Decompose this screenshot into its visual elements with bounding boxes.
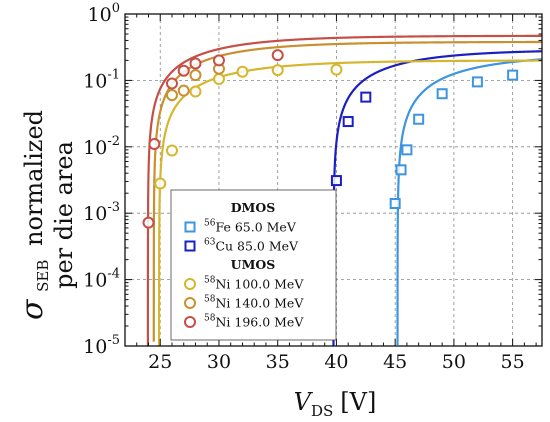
data-point xyxy=(154,177,167,190)
y-tick-label: 100 xyxy=(88,1,120,26)
data-point xyxy=(401,144,413,156)
plot-frame xyxy=(124,13,543,347)
data-point xyxy=(148,138,161,151)
x-tick-label: 30 xyxy=(207,351,231,373)
data-point xyxy=(330,175,342,187)
data-point xyxy=(189,57,202,70)
data-point xyxy=(165,89,178,102)
data-point xyxy=(389,197,401,209)
y-axis-symbol: σ xyxy=(15,298,50,320)
data-point xyxy=(236,65,249,78)
fit-curves xyxy=(146,34,543,346)
data-point xyxy=(395,164,407,176)
axis-ticks xyxy=(124,13,542,347)
data-point xyxy=(177,84,190,97)
data-point xyxy=(165,77,178,90)
legend-label: 56Fe 65.0 MeV xyxy=(204,219,297,235)
x-tick-label: 50 xyxy=(442,351,466,373)
legend-marker xyxy=(184,297,196,309)
y-tick-label: 10-2 xyxy=(83,134,120,159)
y-tick-labels: 10-5 10-4 10-3 10-2 10-1 100 xyxy=(83,1,120,358)
data-point xyxy=(212,54,225,67)
data-point xyxy=(360,91,372,103)
x-tick-label: 35 xyxy=(266,351,290,373)
y-axis-title-line2: per die area xyxy=(50,141,78,289)
data-point xyxy=(189,85,202,98)
x-tick-labels: 25 30 35 40 45 50 55 xyxy=(148,351,525,373)
y-tick-label: 10-4 xyxy=(83,267,120,292)
legend-box xyxy=(170,189,337,341)
x-axis-subscript: DS xyxy=(311,402,333,420)
data-point xyxy=(507,69,519,81)
fit-curve xyxy=(332,50,543,346)
data-point xyxy=(189,69,202,82)
data-point xyxy=(212,72,225,85)
legend-label: 58Ni 140.0 MeV xyxy=(204,295,304,311)
x-tick-label: 45 xyxy=(383,351,407,373)
legend-marker xyxy=(184,278,196,290)
data-point xyxy=(271,64,284,77)
x-tick-label: 55 xyxy=(501,351,525,373)
legend-group-title: DMOS xyxy=(231,200,276,215)
legend-label: 63Cu 85.0 MeV xyxy=(204,238,299,254)
y-axis-title: σ SEB normalized per die area xyxy=(15,110,78,320)
fit-curve xyxy=(152,40,542,342)
y-tick-label: 10-1 xyxy=(83,67,120,92)
legend: DMOS 56Fe 65.0 MeV 63Cu 85.0 MeV UMOS 58Ni 1… xyxy=(170,189,337,341)
y-axis-title-line1: normalized xyxy=(20,110,48,246)
x-tick-label: 25 xyxy=(148,351,172,373)
x-axis-title: VDS [V] xyxy=(294,388,377,420)
fit-curve xyxy=(146,34,542,346)
data-point xyxy=(177,64,190,77)
legend-marker xyxy=(184,240,196,252)
legend-label: 58Ni 100.0 MeV xyxy=(204,276,304,292)
data-markers xyxy=(142,49,519,229)
data-point xyxy=(165,144,178,157)
legend-marker xyxy=(184,316,196,328)
data-point xyxy=(271,49,284,62)
legend-marker xyxy=(184,221,196,233)
y-tick-label: 10-5 xyxy=(83,333,120,358)
fit-curve xyxy=(396,58,543,346)
data-point xyxy=(330,63,343,76)
x-tick-label: 40 xyxy=(324,351,348,373)
data-point xyxy=(413,113,425,125)
svg-text:σ SEB normalized: σ SEB normalized xyxy=(15,110,54,320)
legend-group-title: UMOS xyxy=(231,257,276,272)
y-axis-subscript: SEB xyxy=(34,260,52,292)
data-point xyxy=(342,116,354,128)
y-tick-label: 10-3 xyxy=(83,200,120,225)
data-point xyxy=(142,216,155,229)
x-axis-symbol: V xyxy=(294,388,314,416)
x-axis-unit: [V] xyxy=(340,388,376,416)
data-point xyxy=(436,88,448,100)
data-point xyxy=(471,76,483,88)
legend-label: 58Ni 196.0 MeV xyxy=(204,314,304,330)
